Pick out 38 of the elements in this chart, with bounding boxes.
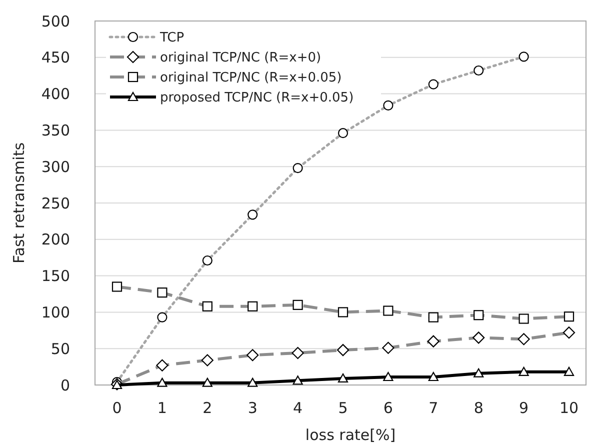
point xyxy=(157,378,168,387)
x-tick-label: 1 xyxy=(157,399,167,417)
legend-label: original TCP/NC (R=x+0) xyxy=(160,50,322,66)
y-tick-label: 350 xyxy=(41,121,70,140)
point xyxy=(564,366,574,376)
x-tick-label: 7 xyxy=(428,399,438,417)
x-tick-label: 10 xyxy=(559,399,579,417)
y-tick-label: 500 xyxy=(41,12,70,30)
y-tick-label: 150 xyxy=(41,267,70,286)
x-tick-label: 0 xyxy=(112,399,122,417)
point xyxy=(428,372,438,382)
legend-label: proposed TCP/NC (R=x+0.05) xyxy=(160,90,354,106)
x-tick-label: 5 xyxy=(338,399,348,417)
point xyxy=(383,372,394,382)
x-tick-label: 3 xyxy=(248,399,258,417)
x-tick-label: 2 xyxy=(202,399,212,417)
x-tick-label: 8 xyxy=(474,399,484,417)
point xyxy=(292,376,303,385)
y-tick-label: 450 xyxy=(41,48,70,67)
x-tick-label: 9 xyxy=(519,399,529,417)
y-tick-label: 50 xyxy=(50,340,70,358)
legend-label: original TCP/NC (R=x+0.05) xyxy=(160,70,342,86)
point xyxy=(518,366,529,376)
legend-label: TCP xyxy=(159,30,184,46)
y-tick-label: 0 xyxy=(60,376,70,394)
y-tick-label: 100 xyxy=(41,303,70,322)
y-axis-title: Fast retransmits xyxy=(10,142,28,264)
point xyxy=(474,368,484,378)
point xyxy=(248,378,258,387)
y-tick-label: 250 xyxy=(41,194,70,212)
point xyxy=(202,378,212,387)
y-tick-label: 200 xyxy=(41,230,70,249)
x-tick-label: 6 xyxy=(383,399,393,417)
y-tick-label: 400 xyxy=(41,85,70,104)
x-tick-label: 4 xyxy=(293,399,303,417)
point xyxy=(338,373,348,382)
y-tick-label: 300 xyxy=(41,158,70,176)
x-axis-title: loss rate[%] xyxy=(305,426,396,444)
